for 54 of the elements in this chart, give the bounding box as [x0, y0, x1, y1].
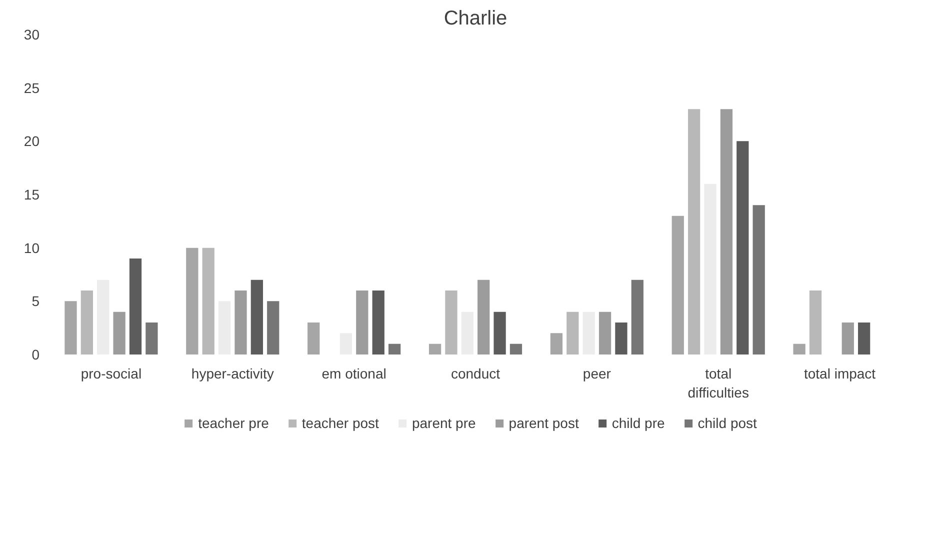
bar — [202, 248, 214, 354]
bar — [615, 322, 628, 354]
legend-label: child post — [698, 415, 757, 431]
y-tick-label: 20 — [24, 133, 40, 150]
legend-label: teacher post — [302, 415, 379, 431]
bar — [842, 322, 854, 354]
x-tick-label: total difficulties — [688, 366, 749, 401]
bar — [388, 344, 401, 354]
bar — [64, 301, 77, 354]
bar — [752, 205, 765, 354]
y-tick-label: 25 — [24, 80, 40, 96]
bar — [858, 322, 870, 354]
bar — [631, 280, 644, 354]
bar — [372, 290, 384, 354]
y-tick-label: 30 — [24, 26, 40, 42]
x-tick-label: peer — [582, 366, 612, 382]
bar — [356, 290, 368, 354]
bar — [478, 280, 490, 354]
y-tick-label: 15 — [24, 186, 40, 202]
bar — [250, 280, 263, 354]
y-tick-label: 5 — [32, 293, 40, 310]
bar — [267, 301, 280, 354]
x-tick-label: total impact — [804, 366, 876, 382]
bar — [129, 258, 142, 354]
legend-label: child pre — [612, 415, 665, 431]
x-tick-label: hyper-activity — [191, 366, 274, 382]
x-tick-label: pro-social — [80, 366, 142, 382]
x-tick-label: em otional — [322, 366, 386, 382]
bar — [146, 322, 158, 354]
bar — [672, 216, 684, 354]
bar — [736, 141, 749, 354]
bar — [510, 344, 522, 354]
bar — [186, 248, 198, 354]
bar — [720, 109, 733, 354]
chart-title: Charlie — [444, 8, 508, 30]
bar — [308, 322, 320, 354]
bar — [688, 109, 700, 354]
bar — [428, 344, 442, 354]
legend-label: parent post — [508, 415, 579, 431]
y-tick-label: 0 — [32, 346, 40, 362]
y-tick-label: 10 — [24, 240, 40, 256]
bar — [80, 290, 93, 354]
bar — [550, 333, 563, 354]
bar — [809, 290, 822, 354]
bar — [113, 312, 126, 354]
legend-label: teacher pre — [198, 415, 269, 431]
bar — [793, 344, 806, 354]
x-tick-label: conduct — [450, 366, 500, 382]
bar — [494, 312, 506, 354]
bar — [566, 312, 579, 354]
bar — [598, 312, 612, 354]
legend-label: parent pre — [412, 415, 476, 431]
bar — [445, 290, 458, 354]
bar — [234, 290, 247, 354]
